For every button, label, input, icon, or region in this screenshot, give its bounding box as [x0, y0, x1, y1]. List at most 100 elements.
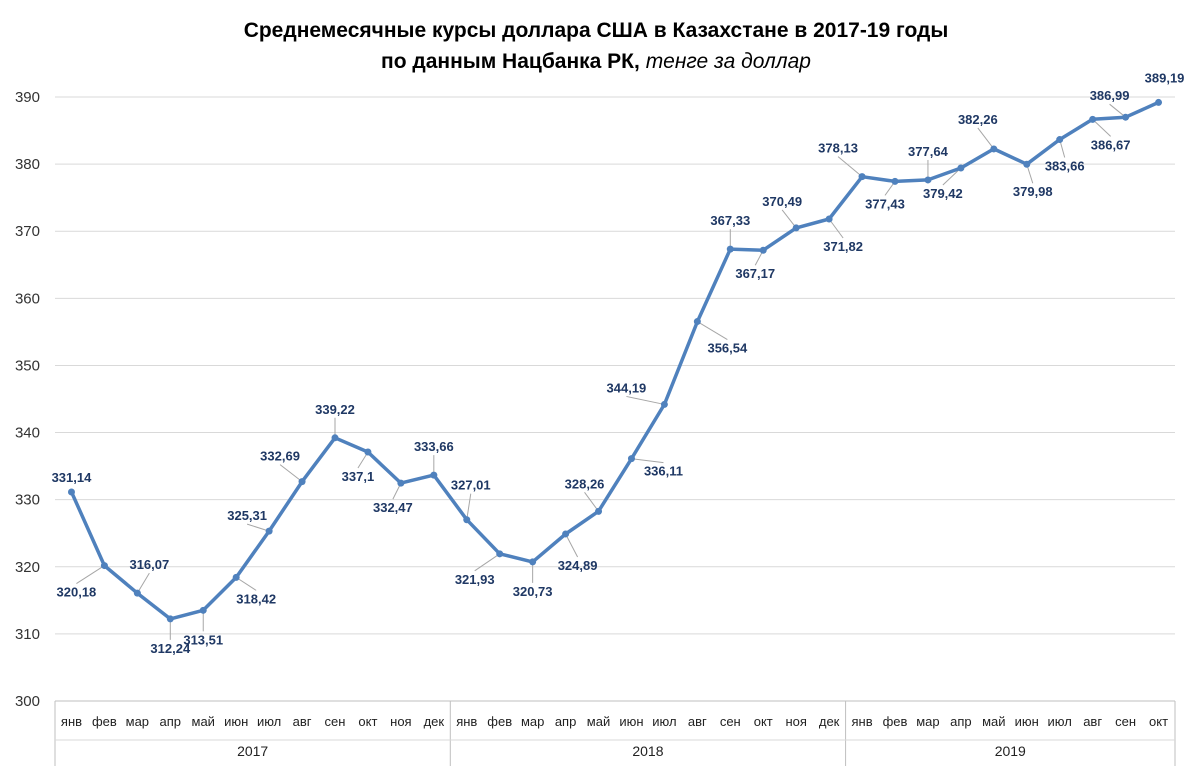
x-tick-label: мар	[916, 714, 939, 729]
data-point	[331, 434, 339, 442]
data-label: 332,47	[373, 500, 413, 515]
data-point	[298, 478, 306, 486]
data-label: 327,01	[451, 478, 491, 493]
data-point	[759, 246, 767, 254]
data-label: 377,43	[865, 196, 905, 211]
label-leader	[697, 321, 728, 340]
data-label: 379,42	[923, 186, 963, 201]
data-points	[67, 98, 1163, 623]
x-tick-label: июн	[224, 714, 248, 729]
data-point	[726, 245, 734, 253]
x-tick-label: май	[587, 714, 610, 729]
x-tick-label: фев	[487, 714, 512, 729]
x-tick-label: мар	[126, 714, 149, 729]
x-tick-label: июн	[1015, 714, 1039, 729]
chart-subtitle-bold: по данным Нацбанка РК,	[381, 50, 640, 73]
data-label: 377,64	[908, 144, 949, 159]
data-point	[792, 224, 800, 232]
label-leader	[828, 218, 844, 239]
data-label: 389,19	[1145, 70, 1185, 85]
x-tick-label: июл	[1048, 714, 1072, 729]
data-point	[166, 615, 174, 623]
data-point	[100, 562, 108, 570]
x-tick-label: апр	[555, 714, 577, 729]
data-label: 312,24	[150, 641, 191, 656]
data-label: 318,42	[236, 591, 276, 606]
x-tick-label: фев	[883, 714, 908, 729]
x-tick-label: дек	[424, 714, 445, 729]
x-year-label: 2017	[237, 743, 268, 759]
label-leader	[977, 127, 995, 150]
data-point	[496, 550, 504, 558]
chart-subtitle-units: тенге за доллар	[646, 50, 811, 73]
x-tick-label: мар	[521, 714, 544, 729]
data-point	[891, 177, 899, 185]
data-point	[67, 488, 75, 496]
data-point	[924, 176, 932, 184]
data-point	[364, 448, 372, 456]
label-leader	[565, 533, 579, 558]
series-line	[69, 100, 1160, 621]
y-tick-label: 350	[15, 357, 40, 374]
label-leader-lines	[76, 103, 1126, 640]
data-label: 316,07	[129, 557, 169, 572]
x-tick-label: сен	[325, 714, 346, 729]
x-tick-label: май	[192, 714, 215, 729]
label-leader	[136, 572, 150, 594]
x-tick-label: окт	[754, 714, 773, 729]
y-tick-label: 390	[15, 89, 40, 106]
data-label: 337,1	[342, 469, 375, 484]
data-label: 339,22	[315, 402, 355, 417]
chart-title: Среднемесячные курсы доллара США в Казах…	[244, 19, 949, 42]
data-point	[430, 471, 438, 479]
y-tick-label: 300	[15, 693, 40, 710]
y-tick-label: 340	[15, 425, 40, 442]
y-tick-label: 330	[15, 492, 40, 509]
x-tick-label: фев	[92, 714, 117, 729]
data-point	[693, 318, 701, 326]
data-point	[825, 215, 833, 223]
x-tick-label: сен	[720, 714, 741, 729]
data-label: 367,17	[735, 266, 775, 281]
data-point	[397, 479, 405, 487]
x-tick-label: июн	[619, 714, 643, 729]
x-tick-label: янв	[456, 714, 477, 729]
label-leader	[631, 458, 664, 464]
x-tick-label: янв	[61, 714, 82, 729]
y-axis: 300 310 320 330 340 350 360 370 380 390	[15, 89, 40, 710]
label-leader	[279, 464, 303, 483]
data-label: 386,99	[1090, 88, 1130, 103]
data-label: 379,98	[1013, 184, 1053, 199]
label-leader	[837, 156, 863, 178]
y-tick-label: 380	[15, 156, 40, 173]
gridlines	[55, 96, 1175, 635]
x-tick-label: янв	[851, 714, 872, 729]
data-point	[1056, 136, 1064, 144]
label-leader	[235, 576, 257, 591]
x-tick-label: ноя	[785, 714, 806, 729]
x-year-label: 2018	[632, 743, 663, 759]
data-point	[529, 558, 537, 566]
data-point	[562, 530, 570, 538]
data-point	[990, 145, 998, 153]
x-tick-label: авг	[688, 714, 707, 729]
data-point	[1023, 160, 1031, 168]
data-label: 344,19	[607, 380, 647, 395]
data-label: 325,31	[227, 508, 267, 523]
label-leader	[474, 553, 500, 572]
x-tick-label: дек	[819, 714, 840, 729]
x-tick-label: апр	[160, 714, 182, 729]
data-label: 321,93	[455, 572, 495, 587]
data-label: 386,67	[1091, 137, 1131, 152]
x-tick-label: окт	[1149, 714, 1168, 729]
chart-subtitle: по данным Нацбанка РК, тенге за доллар	[381, 50, 811, 73]
data-point	[133, 589, 141, 597]
data-label: 336,11	[644, 464, 683, 479]
data-label: 382,26	[958, 112, 998, 127]
data-point	[858, 173, 866, 181]
data-label: 332,69	[260, 449, 300, 464]
data-point	[232, 573, 240, 581]
data-point	[1155, 98, 1163, 106]
